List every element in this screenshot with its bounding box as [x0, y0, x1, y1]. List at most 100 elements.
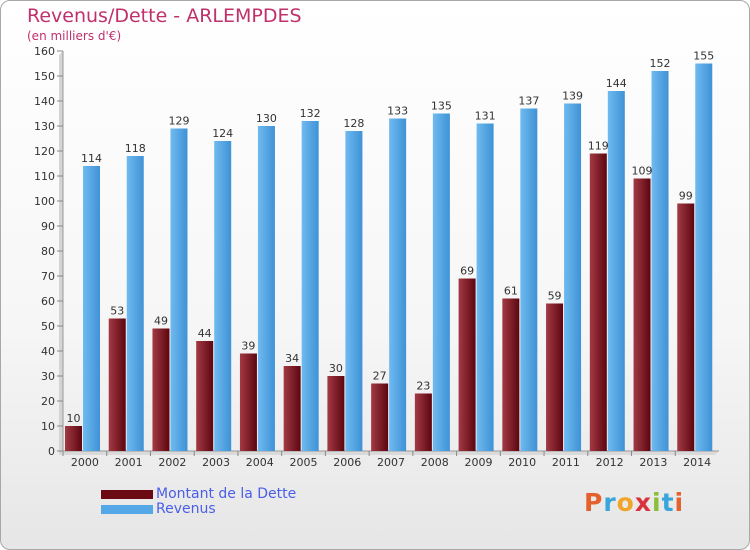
- dette-value-label: 30: [329, 362, 343, 375]
- dette-bar: [196, 341, 214, 451]
- dette-value-label: 39: [241, 340, 255, 353]
- dette-value-label: 109: [632, 165, 653, 178]
- revenus-bar: [301, 121, 319, 451]
- y-tick-label: 10: [41, 420, 55, 433]
- y-tick-label: 80: [41, 245, 55, 258]
- logo-letter: i: [652, 488, 662, 517]
- legend-swatch-dette: [101, 490, 153, 499]
- revenus-value-label: 114: [81, 152, 102, 165]
- y-tick-label: 20: [41, 395, 55, 408]
- legend-label-dette: Montant de la Dette: [156, 486, 297, 502]
- dette-value-label: 27: [373, 370, 387, 383]
- revenus-bar: [432, 113, 450, 451]
- dette-bar: [152, 328, 170, 451]
- y-tick-label: 60: [41, 295, 55, 308]
- revenus-bar: [345, 131, 363, 451]
- y-tick-label: 130: [34, 120, 55, 133]
- revenus-value-label: 131: [475, 110, 496, 123]
- x-tick-label: 2014: [683, 456, 711, 469]
- dette-bar: [371, 383, 389, 451]
- revenus-bar: [389, 118, 407, 451]
- y-tick-label: 100: [34, 195, 55, 208]
- revenus-bar: [126, 156, 144, 451]
- dette-value-label: 44: [198, 327, 212, 340]
- dette-value-label: 99: [679, 190, 693, 203]
- revenus-value-label: 128: [343, 117, 364, 130]
- revenus-bar: [695, 63, 713, 451]
- dette-value-label: 69: [460, 265, 474, 278]
- proxiti-logo: Proxiti: [584, 488, 684, 517]
- y-tick-label: 70: [41, 270, 55, 283]
- dette-bar: [546, 303, 564, 451]
- y-tick-label: 90: [41, 220, 55, 233]
- x-tick-label: 2004: [246, 456, 274, 469]
- dette-value-label: 23: [416, 380, 430, 393]
- x-tick-label: 2007: [377, 456, 405, 469]
- x-tick-label: 2002: [158, 456, 186, 469]
- revenus-value-label: 132: [300, 107, 321, 120]
- legend-swatch-revenus: [101, 505, 153, 514]
- legend-label-revenus: Revenus: [156, 501, 216, 517]
- x-tick-label: 2003: [202, 456, 230, 469]
- dette-bar: [502, 298, 520, 451]
- logo-letter: P: [584, 488, 604, 517]
- revenus-value-label: 124: [212, 127, 233, 140]
- x-axis-floor: [59, 451, 719, 455]
- revenus-value-label: 129: [168, 115, 189, 128]
- y-tick-label: 40: [41, 345, 55, 358]
- revenus-bar: [476, 123, 494, 451]
- dette-value-label: 49: [154, 315, 168, 328]
- revenus-value-label: 133: [387, 105, 408, 118]
- x-tick-label: 2012: [596, 456, 624, 469]
- dette-value-label: 34: [285, 352, 299, 365]
- y-axis-wall: [59, 51, 63, 455]
- dette-value-label: 10: [67, 412, 81, 425]
- x-tick-label: 2011: [552, 456, 580, 469]
- y-tick-label: 0: [48, 445, 55, 458]
- y-tick-label: 50: [41, 320, 55, 333]
- dette-bar: [458, 278, 476, 451]
- dette-bar: [108, 318, 126, 451]
- revenus-bar: [83, 166, 100, 451]
- x-tick-label: 2005: [290, 456, 318, 469]
- revenus-bar: [651, 71, 669, 451]
- dette-bar: [414, 393, 432, 451]
- logo-letter: x: [634, 488, 652, 517]
- chart-title: Revenus/Dette - ARLEMPDES: [27, 5, 302, 27]
- revenus-value-label: 130: [256, 112, 277, 125]
- y-tick-label: 30: [41, 370, 55, 383]
- y-tick-label: 160: [34, 45, 55, 58]
- y-tick-label: 140: [34, 95, 55, 108]
- dette-bar: [327, 376, 345, 451]
- dette-value-label: 119: [588, 140, 609, 153]
- dette-bar: [589, 153, 607, 451]
- dette-bar: [633, 178, 651, 451]
- revenus-value-label: 139: [562, 90, 583, 103]
- x-tick-label: 2000: [71, 456, 99, 469]
- dette-value-label: 61: [504, 285, 518, 298]
- x-tick-label: 2010: [508, 456, 536, 469]
- dette-value-label: 53: [110, 305, 124, 318]
- dette-value-label: 59: [548, 290, 562, 303]
- x-tick-label: 2013: [639, 456, 667, 469]
- y-tick-label: 150: [34, 70, 55, 83]
- x-tick-label: 2001: [115, 456, 143, 469]
- revenus-bar: [564, 103, 582, 451]
- revenus-bar: [520, 108, 538, 451]
- logo-letter: o: [616, 488, 635, 517]
- revenus-value-label: 155: [693, 50, 714, 63]
- revenus-value-label: 118: [125, 142, 146, 155]
- dette-bar: [283, 366, 301, 451]
- revenus-value-label: 137: [518, 95, 539, 108]
- logo-letter: r: [603, 488, 617, 517]
- revenus-bar: [170, 128, 188, 451]
- y-tick-label: 120: [34, 145, 55, 158]
- revenus-bar: [607, 91, 625, 451]
- revenus-value-label: 135: [431, 100, 452, 113]
- y-tick-label: 110: [34, 170, 55, 183]
- x-tick-label: 2006: [333, 456, 361, 469]
- dette-bar: [677, 203, 695, 451]
- revenus-value-label: 152: [650, 57, 671, 70]
